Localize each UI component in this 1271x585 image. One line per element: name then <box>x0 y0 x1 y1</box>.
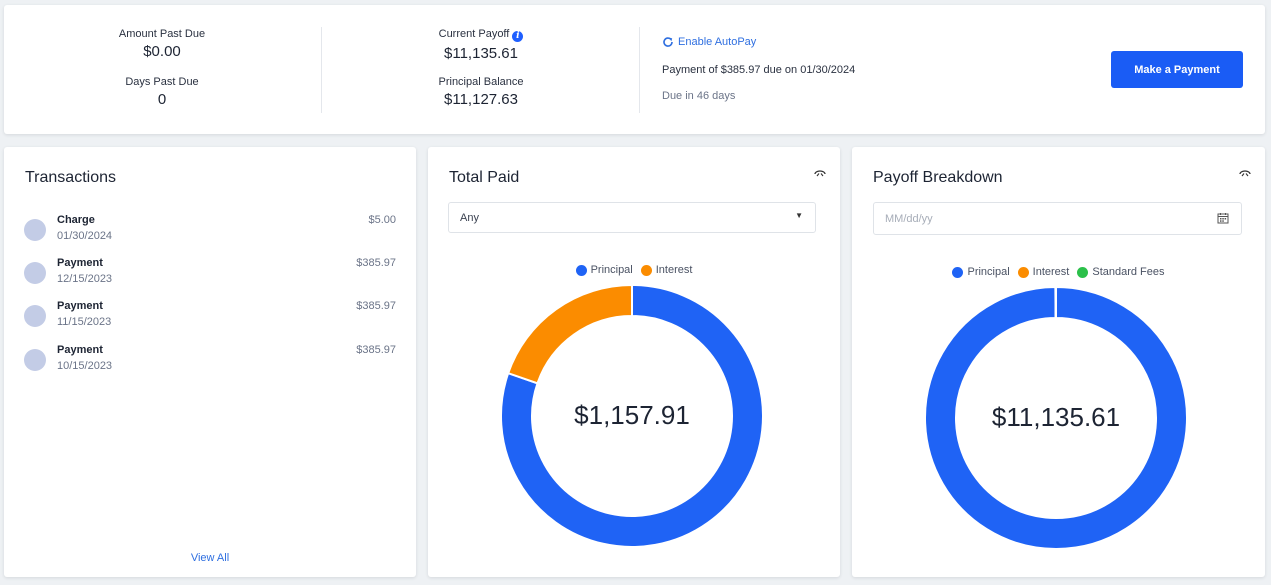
principal-balance-value: $11,127.63 <box>444 91 518 108</box>
transaction-date: 12/15/2023 <box>57 273 113 285</box>
transaction-avatar <box>24 219 46 241</box>
make-payment-button[interactable]: Make a Payment <box>1111 51 1243 88</box>
payoff-donut-chart[interactable] <box>924 286 1188 550</box>
donut-slice-interest[interactable] <box>506 284 633 385</box>
legend-dot <box>1017 266 1029 278</box>
payoff-legend: Principal Interest Standard Fees <box>852 266 1265 278</box>
amount-past-due: Amount Past Due $0.00 <box>62 28 262 60</box>
payment-due-note: Payment of $385.97 due on 01/30/2024 <box>662 64 856 76</box>
amount-past-due-label: Amount Past Due <box>118 28 206 40</box>
view-all-link[interactable]: View All <box>190 552 230 564</box>
enable-autopay-label: Enable AutoPay <box>678 36 757 48</box>
account-summary-card: Amount Past Due $0.00 Days Past Due 0 Cu… <box>4 5 1265 134</box>
collapse-icon[interactable] <box>1239 169 1251 177</box>
transaction-amount: $5.00 <box>368 214 396 226</box>
calendar-icon[interactable] <box>1217 212 1229 224</box>
transaction-row[interactable]: Payment 12/15/2023 $385.97 <box>24 257 396 297</box>
legend-dot <box>640 264 652 276</box>
date-placeholder: MM/dd/yy <box>885 213 933 225</box>
enable-autopay-link[interactable]: Enable AutoPay <box>662 36 756 48</box>
transaction-date: 01/30/2024 <box>57 230 113 242</box>
legend-label: Interest <box>655 264 693 276</box>
legend-label: Principal <box>967 266 1010 278</box>
transaction-amount: $385.97 <box>356 257 396 269</box>
payoff-date-input[interactable]: MM/dd/yy <box>873 202 1242 235</box>
transaction-type: Payment <box>57 257 103 269</box>
legend-item[interactable]: Interest <box>640 264 693 276</box>
transaction-amount: $385.97 <box>356 344 396 356</box>
transaction-avatar <box>24 349 46 371</box>
divider <box>321 27 322 113</box>
days-past-due: Days Past Due 0 <box>62 76 262 108</box>
legend-dot <box>1077 266 1089 278</box>
current-payoff-label: Current Payoff <box>438 28 510 40</box>
donut-slice-principal[interactable] <box>924 286 1188 550</box>
total-paid-filter-select[interactable]: Any ▼ <box>448 202 816 233</box>
transactions-title: Transactions <box>25 169 116 186</box>
collapse-icon[interactable] <box>814 169 826 177</box>
info-icon[interactable]: i <box>512 31 524 42</box>
total-paid-title: Total Paid <box>449 169 520 186</box>
legend-label: Principal <box>590 264 633 276</box>
legend-label: Standard Fees <box>1092 266 1165 278</box>
donut-slice-interest[interactable] <box>1054 286 1057 320</box>
legend-item[interactable]: Principal <box>952 266 1010 278</box>
principal-balance-label: Principal Balance <box>438 76 524 88</box>
principal-balance: Principal Balance $11,127.63 <box>381 76 581 108</box>
legend-item[interactable]: Standard Fees <box>1077 266 1165 278</box>
total-paid-donut-chart[interactable] <box>500 284 764 548</box>
divider <box>639 27 640 113</box>
transaction-amount: $385.97 <box>356 300 396 312</box>
legend-dot <box>952 266 964 278</box>
days-past-due-value: 0 <box>157 91 167 108</box>
total-paid-center-value: $1,157.91 <box>574 400 690 430</box>
transaction-date: 10/15/2023 <box>57 360 113 372</box>
refresh-icon <box>663 37 673 47</box>
legend-label: Interest <box>1032 266 1070 278</box>
amount-past-due-value: $0.00 <box>143 43 181 60</box>
transaction-type: Charge <box>57 214 95 226</box>
current-payoff: Current Payoff i $11,135.61 <box>381 28 581 62</box>
due-in-text: Due in 46 days <box>662 90 736 102</box>
caret-down-icon: ▼ <box>795 211 803 220</box>
transaction-date: 11/15/2023 <box>57 316 112 328</box>
transaction-avatar <box>24 262 46 284</box>
legend-item[interactable]: Principal <box>575 264 633 276</box>
donut-slice-principal[interactable] <box>500 284 764 548</box>
payoff-breakdown-card: Payoff Breakdown MM/dd/yy Principal Inte… <box>852 147 1265 577</box>
transaction-type: Payment <box>57 300 103 312</box>
transactions-card: Transactions Charge 01/30/2024 $5.00 Pay… <box>4 147 416 577</box>
legend-dot <box>575 264 587 276</box>
payoff-center-value: $11,135.61 <box>991 402 1121 432</box>
filter-selected-value: Any <box>460 212 479 224</box>
transaction-avatar <box>24 305 46 327</box>
transaction-type: Payment <box>57 344 103 356</box>
total-paid-legend: Principal Interest <box>428 264 840 276</box>
payoff-breakdown-title: Payoff Breakdown <box>873 169 1003 186</box>
legend-item[interactable]: Interest <box>1017 266 1070 278</box>
transaction-row[interactable]: Payment 11/15/2023 $385.97 <box>24 300 396 340</box>
days-past-due-label: Days Past Due <box>125 76 199 88</box>
current-payoff-value: $11,135.61 <box>444 45 518 62</box>
transaction-row[interactable]: Payment 10/15/2023 $385.97 <box>24 344 396 384</box>
total-paid-card: Total Paid Any ▼ Principal Interest $1,1… <box>428 147 840 577</box>
transaction-row[interactable]: Charge 01/30/2024 $5.00 <box>24 214 396 254</box>
